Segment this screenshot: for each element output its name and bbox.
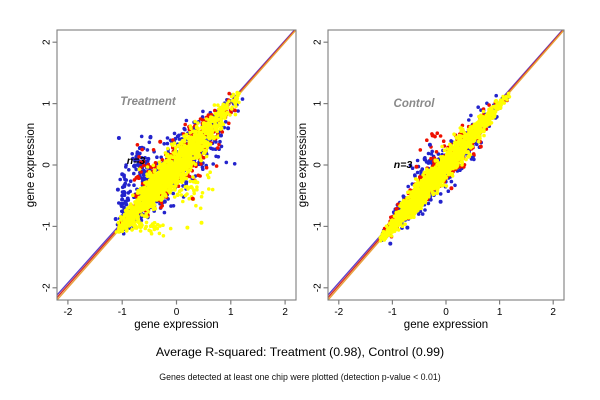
y-tick-label: 2 [313, 39, 324, 45]
y-tick-label: 0 [42, 162, 53, 168]
x-tick-label: 2 [282, 307, 288, 318]
x-tick-label: 0 [174, 307, 180, 318]
y-axis-label: gene expression [297, 123, 309, 207]
footnote-detection: Genes detected at least one chip were pl… [159, 372, 441, 382]
x-tick-label: -1 [118, 307, 127, 318]
n-annotation: n=3 [127, 155, 146, 167]
x-tick-label: -2 [63, 307, 72, 318]
x-tick-label: -2 [334, 307, 343, 318]
x-tick-label: 1 [228, 307, 234, 318]
y-axis-label: gene expression [25, 123, 37, 207]
y-tick-label: 1 [42, 100, 53, 106]
axis-ticks: -2 -1 0 1 2 -2 -1 0 1 2 [313, 39, 557, 318]
y-tick-label: 2 [42, 39, 53, 45]
scatter-points [113, 90, 245, 238]
x-tick-label: 0 [443, 307, 449, 318]
y-tick-label: 1 [313, 100, 324, 106]
n-annotation: n=3 [394, 159, 413, 171]
axis-ticks: -2 -1 0 1 2 -2 -1 0 1 2 [42, 39, 289, 318]
y-tick-label: -2 [42, 283, 53, 292]
x-tick-label: 2 [550, 307, 556, 318]
treatment-panel: -2 -1 0 1 2 -2 -1 0 1 2 Treatment n=3 gene expres… [25, 29, 297, 331]
x-axis-label: gene expression [134, 319, 218, 331]
y-tick-label: -1 [42, 222, 53, 231]
x-tick-label: -1 [388, 307, 397, 318]
caption-r-squared: Average R-squared: Treatment (0.98), Con… [156, 345, 444, 359]
panel-title: Treatment [120, 96, 177, 108]
x-tick-label: 1 [497, 307, 503, 318]
panel-title: Control [394, 98, 436, 110]
y-tick-label: -1 [313, 222, 324, 231]
y-tick-label: 0 [313, 162, 324, 168]
x-axis-label: gene expression [404, 319, 488, 331]
y-tick-label: -2 [313, 283, 324, 292]
control-panel: -2 -1 0 1 2 -2 -1 0 1 2 Control n=3 gene expressi… [297, 29, 565, 331]
scatter-points [378, 91, 512, 246]
